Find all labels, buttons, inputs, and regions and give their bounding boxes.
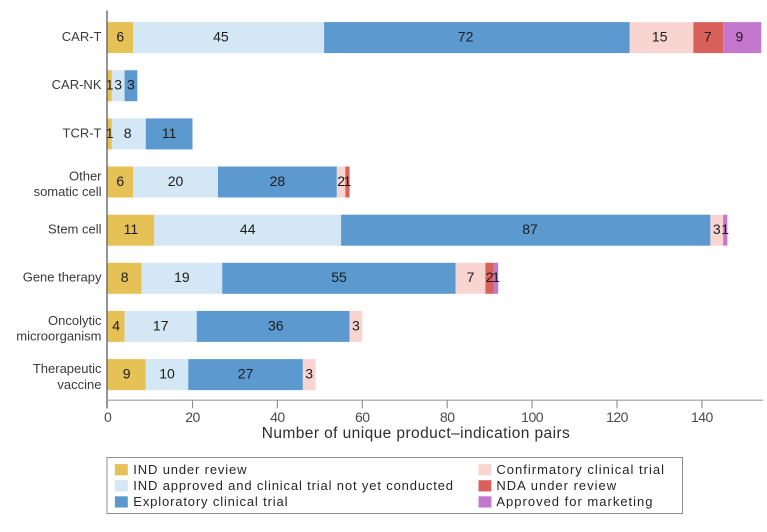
- svg-text:CAR-T: CAR-T: [62, 29, 102, 44]
- svg-text:3: 3: [352, 317, 360, 333]
- svg-text:somatic cell: somatic cell: [34, 184, 102, 199]
- svg-text:19: 19: [174, 269, 190, 285]
- svg-text:1: 1: [106, 77, 114, 93]
- svg-text:72: 72: [458, 29, 474, 45]
- svg-text:20: 20: [185, 409, 200, 425]
- svg-text:Gene therapy: Gene therapy: [23, 270, 102, 285]
- svg-text:1: 1: [721, 221, 729, 237]
- svg-text:3: 3: [114, 77, 122, 93]
- svg-text:6: 6: [116, 29, 124, 45]
- svg-text:4: 4: [112, 317, 120, 333]
- svg-text:20: 20: [168, 173, 184, 189]
- svg-text:7: 7: [704, 29, 712, 45]
- svg-text:15: 15: [652, 29, 668, 45]
- svg-text:1: 1: [106, 125, 114, 141]
- svg-text:Other: Other: [69, 169, 102, 184]
- svg-text:80: 80: [440, 409, 455, 425]
- svg-text:3: 3: [713, 221, 721, 237]
- svg-text:IND approved and clinical tria: IND approved and clinical trial not yet …: [133, 478, 454, 493]
- svg-text:40: 40: [270, 409, 285, 425]
- svg-text:17: 17: [153, 317, 169, 333]
- svg-text:8: 8: [121, 269, 129, 285]
- svg-text:Oncolytic: Oncolytic: [48, 313, 102, 328]
- svg-text:vaccine: vaccine: [57, 377, 101, 392]
- svg-text:27: 27: [238, 366, 254, 382]
- svg-text:Number of unique product–indic: Number of unique product–indication pair…: [262, 425, 570, 442]
- svg-text:6: 6: [116, 173, 124, 189]
- svg-text:28: 28: [270, 173, 286, 189]
- svg-text:120: 120: [606, 409, 629, 425]
- svg-text:CAR-NK: CAR-NK: [52, 77, 102, 92]
- svg-text:7: 7: [467, 269, 475, 285]
- svg-text:NDA under review: NDA under review: [496, 478, 617, 493]
- svg-text:11: 11: [162, 125, 177, 141]
- svg-text:100: 100: [521, 409, 544, 425]
- svg-text:0: 0: [104, 409, 112, 425]
- svg-text:1: 1: [344, 173, 352, 189]
- svg-text:10: 10: [159, 366, 175, 382]
- svg-text:45: 45: [213, 29, 229, 45]
- svg-text:Approved for marketing: Approved for marketing: [496, 494, 653, 509]
- svg-text:140: 140: [691, 409, 714, 425]
- svg-text:Confirmatory clinical trial: Confirmatory clinical trial: [496, 462, 665, 477]
- svg-text:1: 1: [492, 269, 500, 285]
- svg-text:60: 60: [355, 409, 370, 425]
- svg-text:87: 87: [522, 221, 538, 237]
- svg-text:microorganism: microorganism: [16, 329, 101, 344]
- svg-text:9: 9: [123, 366, 131, 382]
- svg-text:2: 2: [486, 269, 494, 285]
- svg-text:3: 3: [127, 77, 135, 93]
- svg-text:55: 55: [331, 269, 347, 285]
- svg-text:8: 8: [124, 125, 132, 141]
- svg-text:9: 9: [736, 29, 744, 45]
- svg-text:44: 44: [240, 221, 256, 237]
- svg-text:11: 11: [124, 221, 139, 237]
- svg-text:36: 36: [268, 317, 284, 333]
- svg-text:TCR-T: TCR-T: [63, 125, 102, 140]
- svg-text:3: 3: [305, 366, 313, 382]
- svg-text:Stem cell: Stem cell: [48, 222, 102, 237]
- svg-text:Therapeutic: Therapeutic: [33, 361, 102, 376]
- svg-text:2: 2: [337, 173, 345, 189]
- svg-text:Exploratory clinical trial: Exploratory clinical trial: [133, 494, 288, 509]
- svg-text:IND under review: IND under review: [133, 462, 247, 477]
